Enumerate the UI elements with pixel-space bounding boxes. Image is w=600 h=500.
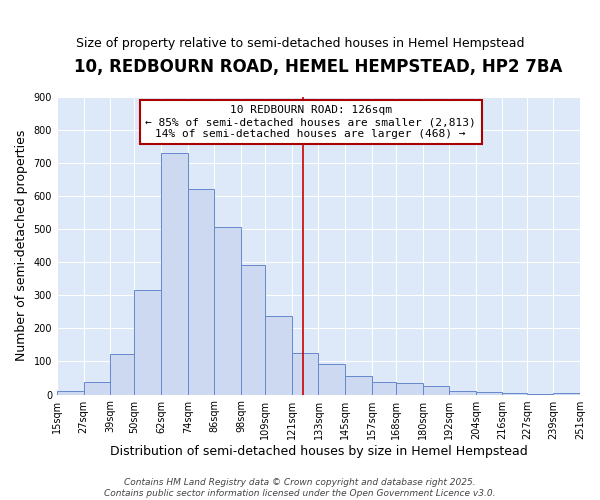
Bar (449, 392, 476, 394)
Title: 10, REDBOURN ROAD, HEMEL HEMPSTEAD, HP2 7BA: 10, REDBOURN ROAD, HEMEL HEMPSTEAD, HP2 … (74, 58, 563, 76)
Bar (422, 386, 449, 394)
Text: 10 REDBOURN ROAD: 126sqm
← 85% of semi-detached houses are smaller (2,813)
14% o: 10 REDBOURN ROAD: 126sqm ← 85% of semi-d… (145, 106, 476, 138)
Bar (265, 316, 292, 394)
Bar (110, 354, 134, 395)
Bar (553, 393, 580, 394)
Text: Size of property relative to semi-detached houses in Hemel Hempstead: Size of property relative to semi-detach… (76, 38, 524, 51)
Bar (134, 290, 161, 395)
Bar (319, 364, 345, 394)
Bar (476, 392, 502, 394)
Bar (188, 189, 214, 394)
Bar (161, 153, 188, 394)
Bar (292, 353, 319, 395)
Bar (241, 266, 265, 394)
Bar (57, 392, 83, 394)
Bar (214, 226, 241, 394)
Y-axis label: Number of semi-detached properties: Number of semi-detached properties (15, 130, 28, 361)
X-axis label: Distribution of semi-detached houses by size in Hemel Hempstead: Distribution of semi-detached houses by … (110, 444, 527, 458)
Bar (371, 382, 396, 394)
Bar (345, 376, 371, 394)
Bar (396, 383, 422, 394)
Text: Contains HM Land Registry data © Crown copyright and database right 2025.
Contai: Contains HM Land Registry data © Crown c… (104, 478, 496, 498)
Bar (502, 393, 527, 394)
Bar (83, 382, 110, 394)
